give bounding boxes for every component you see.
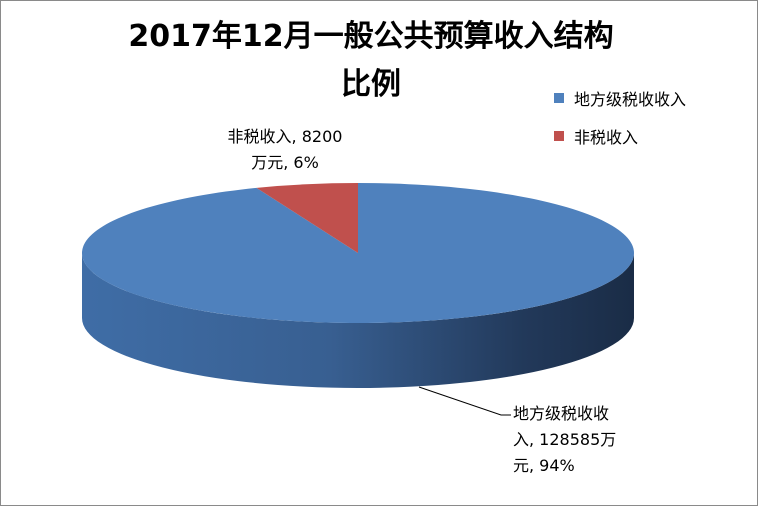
pie-slice-local-tax [82, 183, 635, 323]
chart-title: 2017年12月一般公共预算收入结构 比例 [61, 13, 681, 109]
chart-title-line2: 比例 [341, 67, 401, 102]
legend-label-local-tax: 地方级税收收入 [574, 90, 687, 109]
legend-item-non-tax: 非税收入 [554, 117, 686, 155]
legend-item-local-tax: 地方级税收收入 [554, 79, 686, 117]
chart-legend: 地方级税收收入 非税收入 [554, 79, 686, 155]
pie-slice-non-tax [256, 183, 358, 253]
legend-swatch-non-tax [554, 131, 564, 141]
chart-title-line1: 2017年12月一般公共预算收入结构 [128, 19, 614, 54]
data-label-non-tax: 非税收入, 8200 万元, 6% [228, 127, 343, 172]
leader-line-local-tax [418, 386, 511, 416]
legend-label-non-tax: 非税收入 [574, 128, 639, 147]
data-label-local-tax: 地方级税收收入, 128585万元, 94% [513, 404, 616, 475]
pie-side-wall [82, 253, 634, 388]
legend-swatch-local-tax [554, 93, 564, 103]
